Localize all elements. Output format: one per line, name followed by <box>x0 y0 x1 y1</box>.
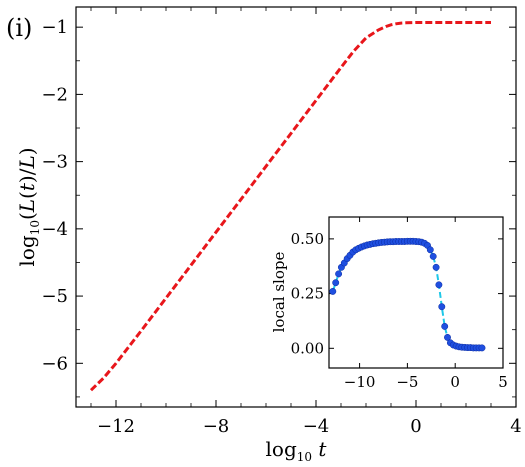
main-y-tick-label: −2 <box>41 84 68 105</box>
inset-x-tick-label: −5 <box>396 373 418 391</box>
main-y-tick-label: −5 <box>41 286 68 307</box>
inset-data-point <box>429 252 437 260</box>
inset-y-tick-label: 0.25 <box>291 285 324 303</box>
inset-y-ticks: 0.00 0.25 0.50 <box>291 230 503 357</box>
inset-data-point <box>441 322 449 330</box>
panel-label: (i) <box>6 14 32 42</box>
main-x-tick-label: 0 <box>410 416 421 437</box>
inset-data-point <box>332 279 340 287</box>
main-plot-frame <box>75 6 517 408</box>
main-x-tick-label: 4 <box>510 416 521 437</box>
main-y-tick-label: −3 <box>41 152 68 173</box>
inset-x-tick-label: 0 <box>450 373 460 391</box>
inset-x-ticks: −10 −5 0 5 <box>344 217 508 391</box>
inset-data-point <box>444 333 451 341</box>
inset-data-point <box>438 303 446 311</box>
inset-y-axis-label: local slope <box>270 252 288 333</box>
main-y-ticks: −6 −5 −4 −3 −2 −1 <box>41 17 516 374</box>
main-chart: −12 −8 −4 0 4 −6 −5 −4 −3 −2 −1 (i) log10 t log10… <box>6 6 522 464</box>
inset-series <box>329 237 486 352</box>
inset-y-tick-label: 0.50 <box>291 230 324 248</box>
main-y-tick-label: −4 <box>41 219 68 240</box>
main-x-axis-label: log10 t <box>266 437 328 464</box>
inset-data-point <box>329 287 337 295</box>
inset-data-point <box>478 344 486 352</box>
inset-data-point <box>432 263 440 271</box>
inset-x-tick-label: 5 <box>498 373 508 391</box>
main-x-tick-label: −8 <box>203 416 230 437</box>
inset-data-point <box>426 246 434 254</box>
inset-chart: −10 −5 0 5 0.00 0.25 0.50 local slope <box>270 216 508 391</box>
main-x-tick-label: −4 <box>303 416 330 437</box>
main-y-tick-label: −6 <box>41 353 68 374</box>
main-minor-ticks <box>76 7 516 407</box>
main-x-tick-label: −12 <box>97 416 135 437</box>
inset-y-tick-label: 0.00 <box>291 339 324 357</box>
inset-data-point <box>335 270 343 278</box>
inset-x-tick-label: −10 <box>344 373 376 391</box>
main-y-axis-label: log10(L(t)/L) <box>15 147 42 266</box>
main-x-ticks: −12 −8 −4 0 4 <box>97 7 522 437</box>
inset-data-point <box>435 281 443 289</box>
main-y-tick-label: −1 <box>41 17 68 38</box>
main-series-line <box>89 21 491 392</box>
main-series <box>89 21 491 392</box>
